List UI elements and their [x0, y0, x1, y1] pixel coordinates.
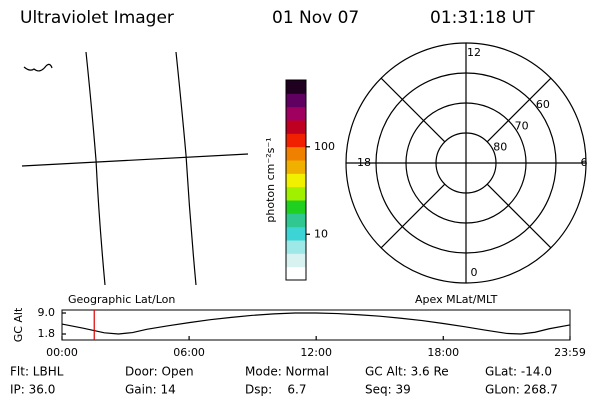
status-field: GLat: -14.0 [485, 365, 552, 379]
y-tick-label: 1.8 [38, 327, 56, 340]
mlt-label: 18 [357, 156, 371, 169]
color-step [286, 240, 306, 254]
status-field: Gain: 14 [125, 383, 176, 397]
axis [486, 183, 552, 249]
colorbar-label: photon cm⁻²s⁻¹ [264, 137, 277, 222]
grid-lat [21, 153, 249, 167]
coast [23, 63, 53, 72]
grid-lon [85, 51, 106, 286]
axis [380, 77, 446, 143]
color-step [286, 146, 306, 161]
y-tick-label: 9.0 [38, 306, 56, 319]
date: 01 Nov 07 [272, 8, 359, 28]
image-panel [21, 51, 249, 286]
color-step [286, 93, 306, 108]
status-field: GC Alt: 3.6 Re [365, 365, 449, 379]
grid-lon [175, 51, 197, 286]
x-tick-label: 00:00 [46, 346, 78, 359]
tick-label: 10 [314, 227, 328, 240]
colorbar-frame [285, 79, 307, 281]
color-step [286, 200, 306, 214]
mlt-label: 6 [581, 156, 588, 169]
status-field: GLon: 268.7 [485, 383, 558, 397]
tick-label: 100 [314, 140, 335, 153]
plot-frame [61, 309, 571, 341]
axis [486, 77, 552, 143]
ring-label: 80 [493, 141, 507, 154]
color-step [286, 160, 306, 174]
ring-label: 70 [515, 119, 529, 132]
x-tick-label: 12:00 [300, 346, 332, 359]
status-field: Mode: Normal [245, 365, 329, 379]
color-step [286, 133, 306, 148]
color-step [286, 226, 306, 241]
color-step [286, 120, 306, 134]
color-step [286, 80, 306, 94]
color-step [286, 266, 306, 281]
x-tick-label: 06:00 [173, 346, 205, 359]
x-tick-label: 23:59 [554, 346, 586, 359]
title: Ultraviolet Imager [20, 8, 174, 28]
axis [380, 183, 446, 249]
status-field: Flt: LBHL [10, 365, 64, 379]
y-axis-label: GC Alt [12, 307, 25, 342]
status-field: Dsp: 6.7 [245, 383, 307, 397]
panel-label: Geographic Lat/Lon [68, 293, 175, 306]
color-step [286, 213, 306, 228]
color-step [286, 186, 306, 201]
ring-label: 60 [536, 98, 550, 111]
mlt-label: 0 [471, 266, 478, 279]
mlt-label: 12 [467, 46, 481, 59]
status-field: IP: 36.0 [10, 383, 55, 397]
status-field: Seq: 39 [365, 383, 411, 397]
time: 01:31:18 UT [430, 8, 535, 28]
color-step [286, 106, 306, 121]
status-field: Door: Open [125, 365, 194, 379]
color-step [286, 253, 306, 268]
x-tick-label: 18:00 [427, 346, 459, 359]
panel-label: Apex MLat/MLT [415, 293, 498, 306]
color-step [286, 173, 306, 188]
altitude-line [61, 312, 571, 335]
